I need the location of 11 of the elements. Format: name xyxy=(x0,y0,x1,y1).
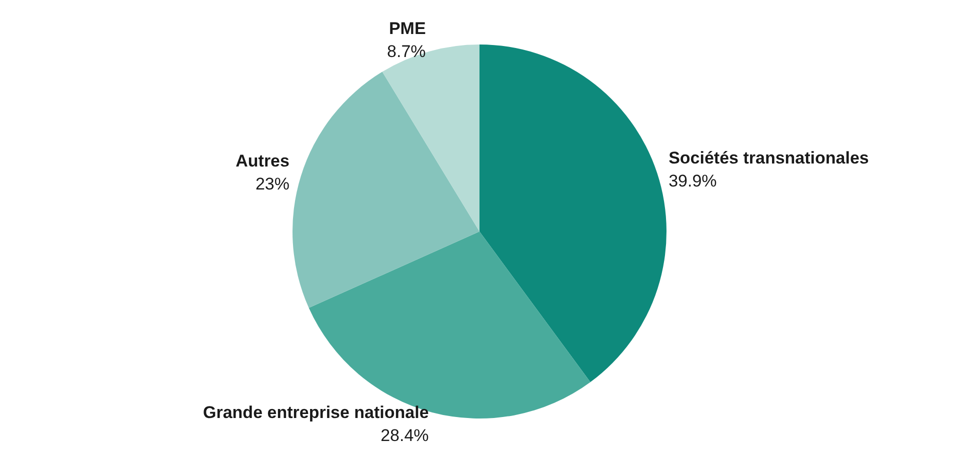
data-label: 8.7% xyxy=(387,42,426,61)
pie-slice xyxy=(292,72,480,308)
pie-slice xyxy=(382,44,480,232)
slice-label: Grande entreprise nationale xyxy=(203,402,429,422)
data-label: 28.4% xyxy=(380,426,429,445)
pie-slice xyxy=(480,44,666,382)
data-label: 39.9% xyxy=(668,171,717,190)
slice-label: Sociétés transnationales xyxy=(668,148,869,168)
slice-label: PME xyxy=(388,18,426,38)
data-label: 23% xyxy=(255,174,290,194)
slice-label: Autres xyxy=(236,151,290,170)
